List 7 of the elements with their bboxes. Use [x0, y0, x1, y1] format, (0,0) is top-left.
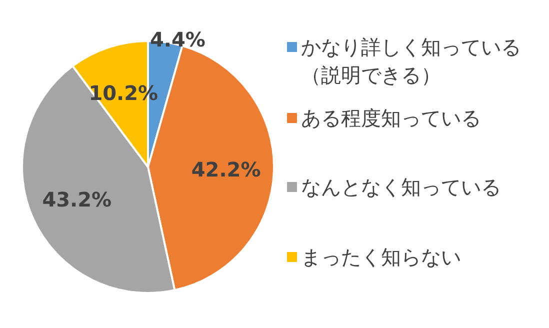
data-label: 4.4%: [150, 28, 206, 52]
data-label: 42.2%: [191, 157, 261, 182]
legend-label: ある程度知っている: [301, 106, 481, 130]
data-label: 43.2%: [42, 187, 112, 212]
legend-label: まったく知らない: [301, 245, 461, 269]
legend-label: かなり詳しく知っている（説明できる）: [301, 35, 521, 87]
legend-label: なんとなく知っている: [301, 175, 501, 199]
